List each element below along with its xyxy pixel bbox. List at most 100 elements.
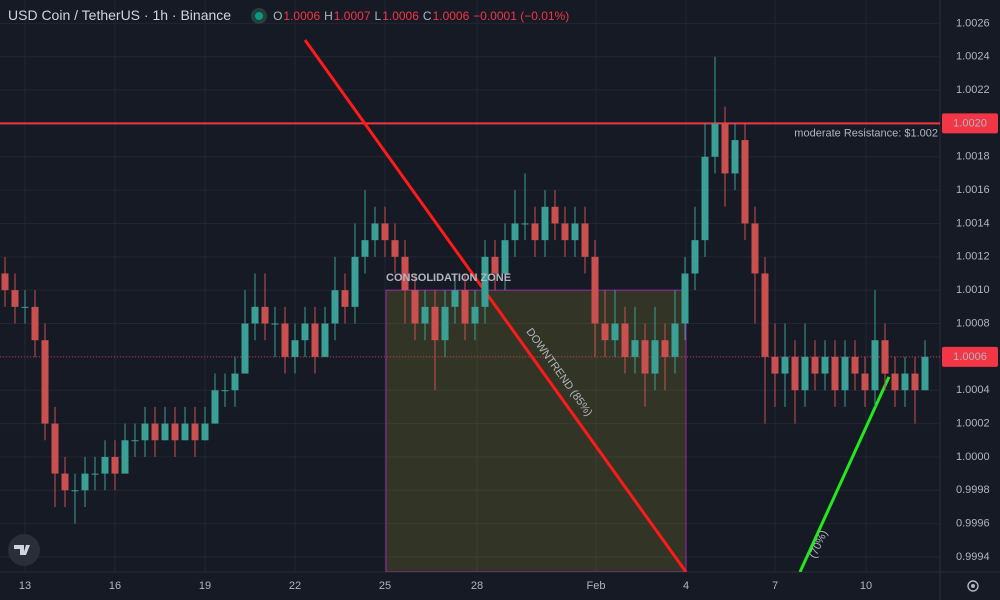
candle-body bbox=[351, 256, 359, 307]
candle-body bbox=[731, 140, 739, 174]
candle-body bbox=[541, 206, 549, 241]
candle-body bbox=[121, 440, 129, 474]
x-tick-label: 7 bbox=[772, 580, 778, 592]
x-tick-label: 19 bbox=[199, 580, 211, 592]
candle-body bbox=[851, 356, 859, 374]
candle-body bbox=[721, 123, 729, 174]
candle-body bbox=[601, 323, 609, 341]
candle-body bbox=[241, 323, 249, 374]
y-tick-label: 1.0022 bbox=[956, 84, 990, 96]
y-tick-label: 1.0018 bbox=[956, 151, 990, 163]
y-tick-label: 1.0026 bbox=[956, 17, 990, 29]
x-tick-label: 4 bbox=[683, 580, 689, 592]
legend: USD Coin / TetherUS · 1h · Binance O1.000… bbox=[8, 7, 569, 23]
candle-body bbox=[71, 490, 79, 492]
candle-body bbox=[451, 290, 459, 307]
resistance-tag-label: 1.0020 bbox=[953, 117, 987, 129]
y-tick-label: 0.9998 bbox=[956, 484, 990, 496]
candle-body bbox=[821, 356, 829, 374]
candle-body bbox=[841, 356, 849, 391]
candle-body bbox=[531, 223, 539, 241]
last-price-tag bbox=[942, 346, 998, 367]
candle-body bbox=[591, 256, 599, 324]
y-tick-label: 1.0014 bbox=[956, 217, 990, 229]
candle-body bbox=[401, 256, 409, 291]
candle-body bbox=[151, 423, 159, 441]
x-tick-label: Feb bbox=[587, 580, 606, 592]
candle-body bbox=[1, 273, 9, 291]
candle-body bbox=[511, 223, 519, 241]
candle-body bbox=[411, 290, 419, 324]
x-tick-label: 25 bbox=[379, 580, 391, 592]
candle-body bbox=[681, 273, 689, 324]
y-tick-label: 1.0024 bbox=[956, 51, 990, 63]
candle-body bbox=[651, 340, 659, 374]
candle-body bbox=[381, 223, 389, 241]
candle-body bbox=[171, 423, 179, 441]
candle-body bbox=[191, 423, 199, 441]
annotations: DOWNTREND (85%)(70%) bbox=[0, 39, 940, 572]
tv-logo bbox=[8, 534, 40, 566]
candle-body bbox=[561, 223, 569, 241]
candle-body bbox=[161, 423, 169, 441]
candles bbox=[1, 56, 929, 524]
ohlc-key: C bbox=[422, 9, 432, 23]
candle-body bbox=[341, 290, 349, 307]
resistance-text: moderate Resistance: $1.002 bbox=[794, 127, 938, 139]
candle-body bbox=[431, 306, 439, 341]
y-tick-label: 1.0012 bbox=[956, 251, 990, 263]
candle-body bbox=[501, 240, 509, 274]
candle-body bbox=[581, 223, 589, 257]
settings-icon[interactable] bbox=[967, 580, 979, 592]
candle-body bbox=[901, 373, 909, 391]
candle-body bbox=[251, 306, 259, 324]
candle-body bbox=[661, 340, 669, 357]
candle-body bbox=[781, 356, 789, 374]
ohlc-value: 1.0006 bbox=[283, 9, 321, 23]
candle-body bbox=[111, 456, 119, 474]
candle-body bbox=[81, 473, 89, 491]
candle-body bbox=[641, 340, 649, 374]
candle-body bbox=[571, 223, 579, 241]
candle-body bbox=[631, 340, 639, 357]
last-price-tag-label: 1.0006 bbox=[953, 351, 987, 363]
y-tick-label: 1.0002 bbox=[956, 417, 990, 429]
candle-body bbox=[281, 323, 289, 357]
y-tick-label: 0.9996 bbox=[956, 518, 990, 530]
candle-body bbox=[771, 356, 779, 374]
candle-body bbox=[101, 456, 109, 474]
y-tick-label: 0.9994 bbox=[956, 551, 990, 563]
candle-body bbox=[551, 206, 559, 224]
candle-body bbox=[871, 340, 879, 391]
x-tick-label: 16 bbox=[109, 580, 121, 592]
ohlc-value: 1.0006 bbox=[382, 9, 419, 23]
grid bbox=[0, 0, 940, 572]
change: −0.0001 (−0.01%) bbox=[473, 9, 570, 23]
trendline bbox=[798, 376, 891, 572]
ohlc-key: H bbox=[324, 9, 333, 23]
candle-body bbox=[61, 473, 69, 491]
candle-body bbox=[271, 323, 279, 325]
overlays: 0.9994 0.9996 0.9998 1.0000 1.0002 1.0004 1.00… bbox=[19, 17, 998, 592]
ohlc-key: L bbox=[374, 9, 382, 23]
candle-body bbox=[91, 473, 99, 475]
candle-body bbox=[291, 340, 299, 357]
candle-body bbox=[761, 273, 769, 357]
y-tick-label: 1.0004 bbox=[956, 384, 990, 396]
candle-body bbox=[461, 290, 469, 324]
candle-body bbox=[201, 423, 209, 441]
candle-body bbox=[741, 140, 749, 224]
candle-body bbox=[691, 240, 699, 274]
candle-body bbox=[921, 356, 929, 391]
x-tick-label: 13 bbox=[19, 580, 31, 592]
candle-body bbox=[301, 323, 309, 341]
x-tick-label: 28 bbox=[471, 580, 483, 592]
ohlc: O1.0006 H1.0007 L1.0006 C1.0006 bbox=[273, 7, 469, 23]
candle-body bbox=[491, 256, 499, 274]
candle-body bbox=[261, 306, 269, 324]
candle-body bbox=[181, 423, 189, 441]
candle-body bbox=[11, 290, 19, 307]
y-tick-label: 1.0000 bbox=[956, 451, 990, 463]
candle-body bbox=[521, 223, 529, 225]
